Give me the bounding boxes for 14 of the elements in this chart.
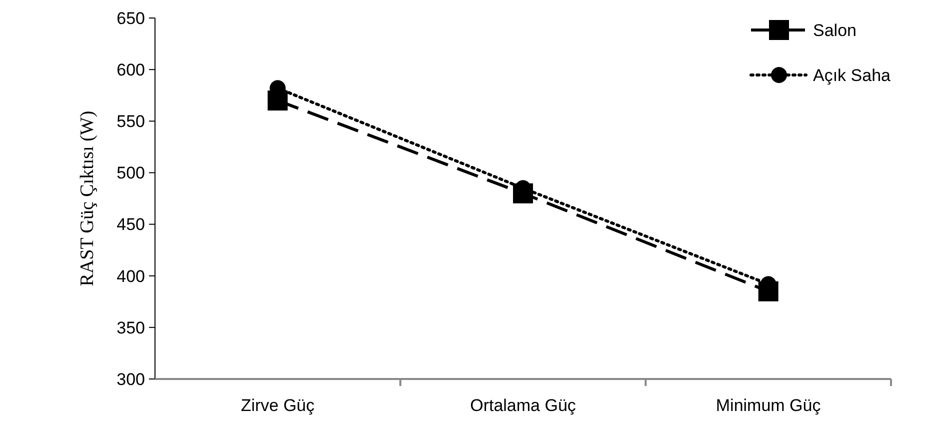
x-tick-label: Minimum Güç [716, 396, 822, 415]
y-tick-label: 400 [116, 266, 145, 286]
y-tick-label: 300 [116, 370, 145, 389]
x-tick-label: Zirve Güç [240, 396, 315, 415]
x-tick-label: Ortalama Güç [470, 396, 576, 415]
legend-label: Açık Saha [813, 66, 892, 85]
y-tick-label: 600 [116, 60, 145, 80]
y-tick-label: 500 [116, 164, 145, 183]
y-tick-label: 650 [116, 8, 145, 28]
legend-label: Salon [813, 20, 856, 40]
y-tick-label: 450 [116, 215, 145, 234]
y-axis-title: RAST Güç Çıktısı (W) [77, 110, 98, 286]
y-tick-label: 550 [116, 112, 145, 132]
y-tick-label: 350 [116, 318, 145, 338]
